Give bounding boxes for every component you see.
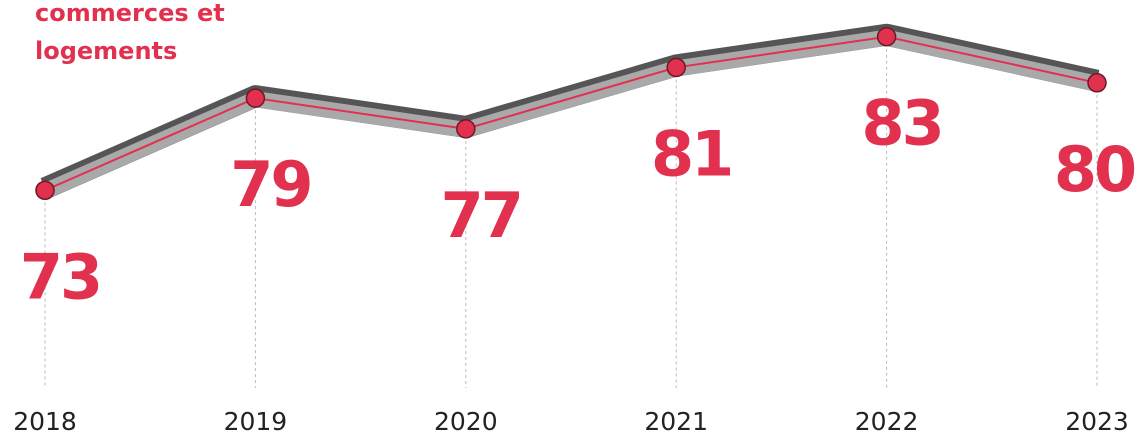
point — [35, 180, 55, 201]
point — [1087, 73, 1107, 93]
point — [456, 119, 476, 139]
value-label: 83 — [861, 87, 941, 160]
x-tick-label: 2020 — [434, 407, 498, 436]
x-tick-label: 2021 — [644, 407, 708, 436]
value-label: 77 — [441, 179, 521, 252]
point — [666, 57, 686, 78]
value-label: 80 — [1054, 133, 1135, 206]
value-label: 73 — [20, 240, 100, 313]
x-tick-label: 2019 — [224, 407, 288, 436]
value-label: 79 — [230, 148, 310, 221]
line — [44, 35, 1098, 192]
value-label: 81 — [651, 117, 731, 190]
point — [876, 26, 897, 47]
chart-title: commerces et logements — [35, 0, 225, 65]
x-tick-label: 2022 — [855, 407, 919, 436]
point — [245, 88, 266, 108]
x-tick-label: 2018 — [13, 407, 77, 436]
x-tick-label: 2023 — [1065, 407, 1129, 436]
